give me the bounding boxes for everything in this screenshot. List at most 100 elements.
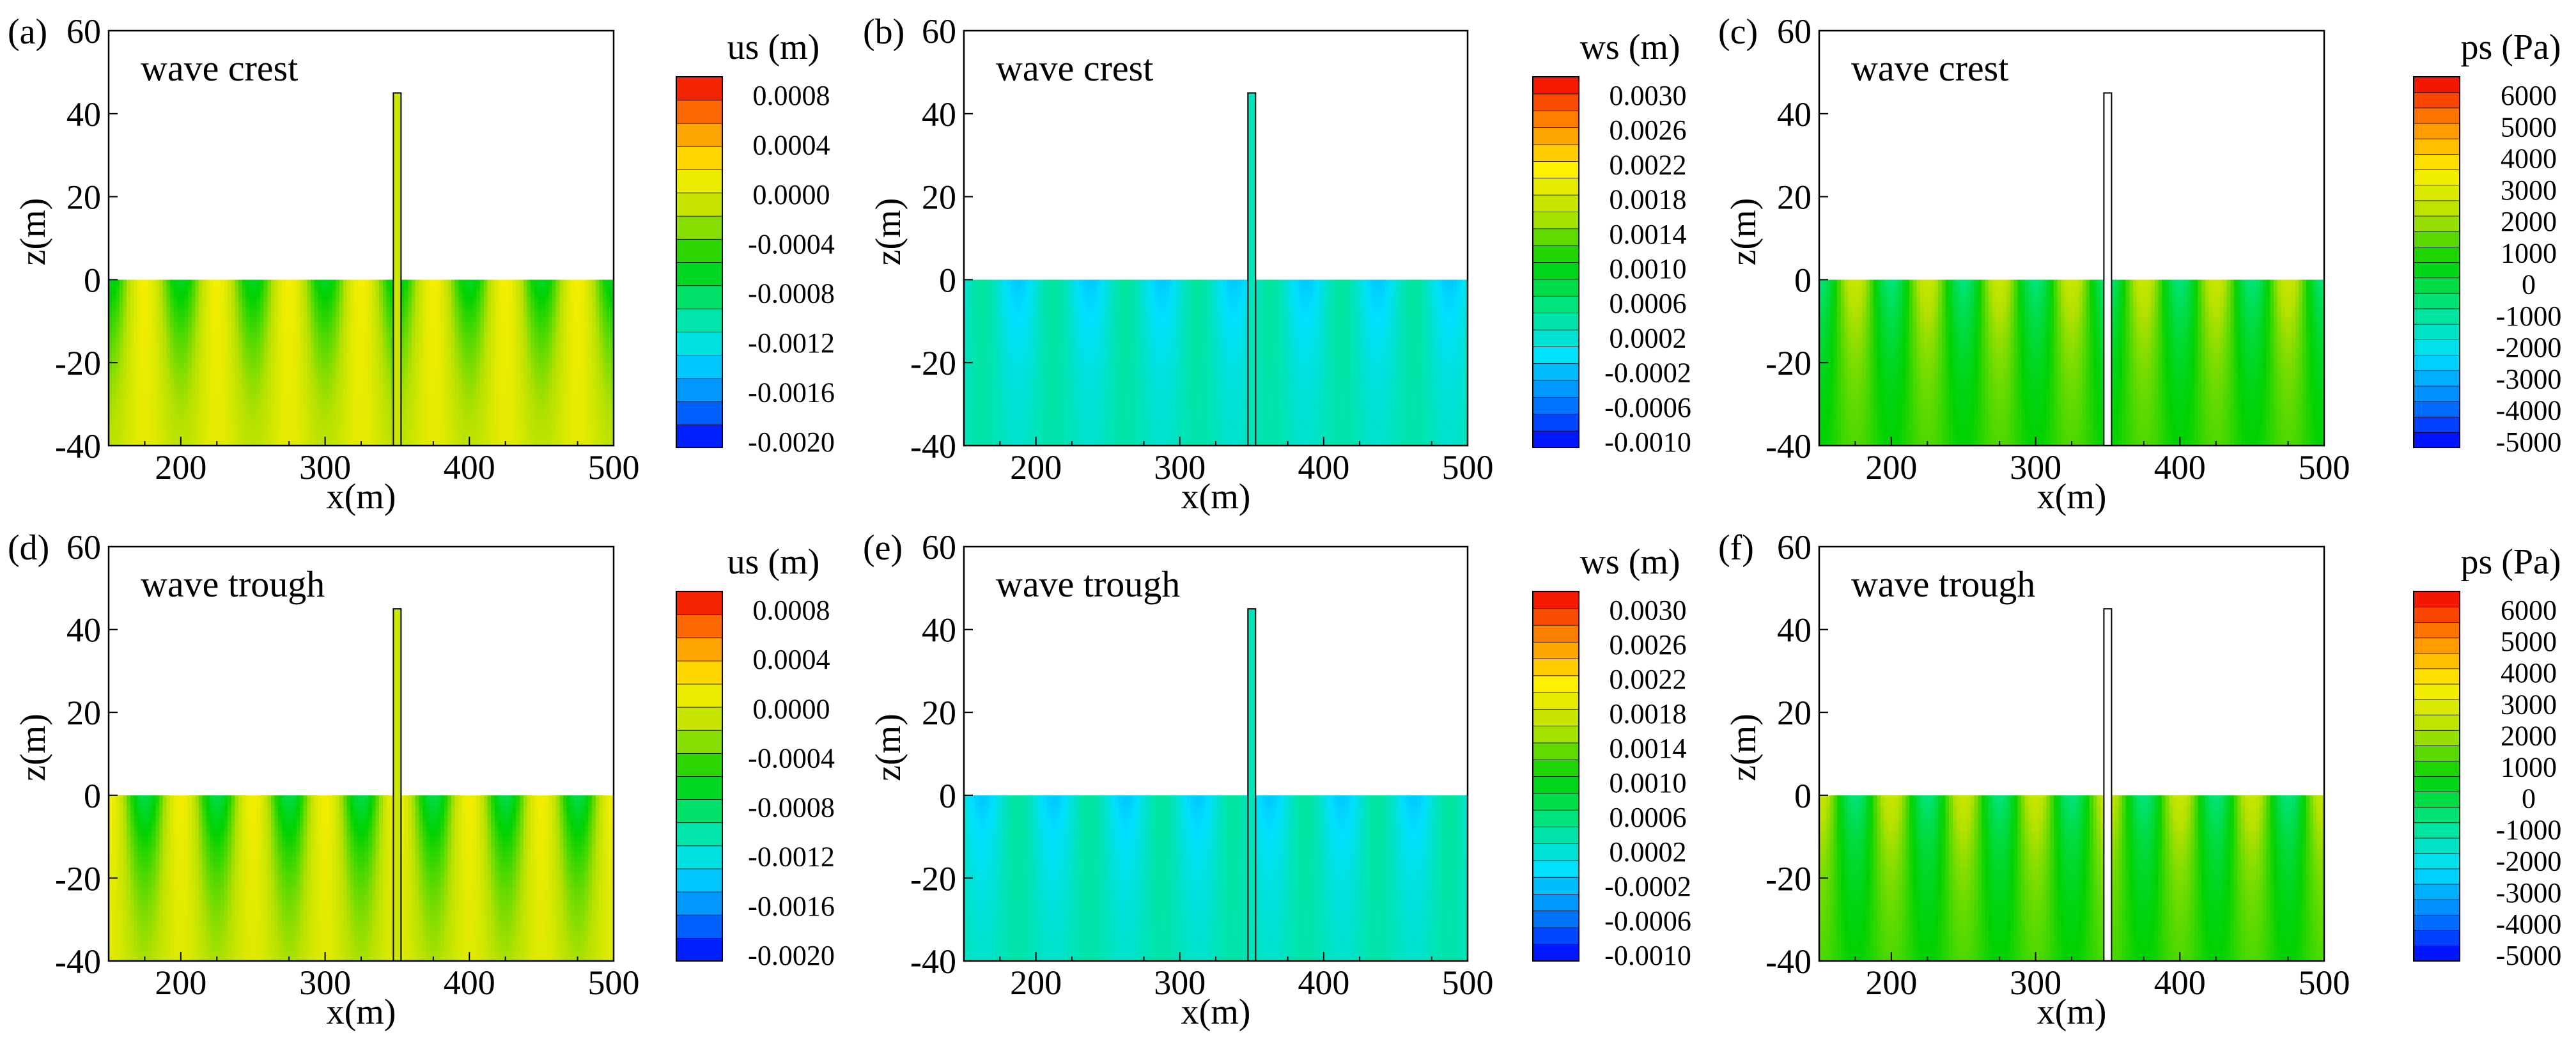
heatmap-cell bbox=[412, 341, 416, 348]
heatmap-cell bbox=[978, 399, 982, 405]
heatmap-cell bbox=[584, 347, 589, 353]
heatmap-cell bbox=[545, 352, 549, 358]
heatmap-cell bbox=[527, 383, 531, 389]
heatmap-cell bbox=[371, 341, 376, 348]
heatmap-cell bbox=[311, 321, 315, 327]
heatmap-cell bbox=[116, 326, 120, 332]
heatmap-cell bbox=[513, 388, 517, 394]
heatmap-cell bbox=[520, 373, 524, 379]
heatmap-cell bbox=[191, 316, 196, 322]
heatmap-cell bbox=[978, 440, 982, 446]
heatmap-cell bbox=[584, 279, 589, 286]
heatmap-cell bbox=[404, 383, 408, 389]
heatmap-cell bbox=[971, 341, 975, 348]
heatmap-cell bbox=[1011, 300, 1015, 306]
heatmap-cell bbox=[454, 383, 459, 389]
heatmap-cell bbox=[238, 336, 243, 343]
heatmap-cell bbox=[123, 290, 127, 296]
heatmap-cell bbox=[346, 399, 351, 405]
heatmap-cell bbox=[513, 440, 517, 446]
heatmap-cell bbox=[974, 300, 979, 306]
heatmap-cell bbox=[252, 440, 257, 446]
heatmap-cell bbox=[487, 414, 492, 420]
heatmap-cell bbox=[311, 373, 315, 379]
heatmap-cell bbox=[610, 399, 614, 405]
heatmap-cell bbox=[220, 331, 225, 338]
heatmap-cell bbox=[570, 430, 575, 436]
heatmap-cell bbox=[430, 290, 434, 296]
heatmap-cell bbox=[426, 368, 430, 373]
heatmap-cell bbox=[292, 425, 297, 431]
heatmap-cell bbox=[430, 404, 434, 410]
heatmap-cell bbox=[577, 414, 582, 420]
colorbar-swatch bbox=[676, 377, 723, 402]
heatmap-cell bbox=[109, 414, 113, 420]
heatmap-cell bbox=[339, 373, 344, 379]
heatmap-cell bbox=[364, 336, 369, 343]
heatmap-cell bbox=[502, 352, 506, 358]
heatmap-cell bbox=[386, 399, 391, 405]
heatmap-cell bbox=[321, 404, 326, 410]
heatmap-cell bbox=[415, 378, 419, 384]
heatmap-cell bbox=[451, 306, 456, 311]
heatmap-cell bbox=[213, 373, 217, 379]
heatmap-cell bbox=[1003, 378, 1008, 384]
heatmap-cell bbox=[245, 306, 250, 311]
heatmap-cell bbox=[491, 383, 495, 389]
heatmap-cell bbox=[454, 316, 459, 322]
heatmap-cell bbox=[592, 347, 596, 353]
heatmap-cell bbox=[274, 336, 279, 343]
heatmap-cell bbox=[1007, 336, 1011, 343]
heatmap-cell bbox=[155, 311, 160, 316]
heatmap-cell bbox=[487, 388, 492, 394]
heatmap-cell bbox=[520, 378, 524, 384]
heatmap-cell bbox=[112, 419, 116, 426]
heatmap-cell bbox=[440, 419, 445, 426]
heatmap-cell bbox=[520, 336, 524, 343]
heatmap-cell bbox=[296, 430, 300, 436]
heatmap-cell bbox=[570, 279, 575, 286]
heatmap-cell bbox=[119, 399, 124, 405]
heatmap-cell bbox=[555, 306, 560, 311]
heatmap-cell bbox=[606, 336, 610, 343]
heatmap-cell bbox=[498, 336, 502, 343]
heatmap-cell bbox=[487, 373, 492, 379]
heatmap-cell bbox=[191, 393, 196, 400]
heatmap-cell bbox=[573, 409, 578, 415]
heatmap-cell bbox=[220, 300, 225, 306]
heatmap-cell bbox=[982, 352, 986, 358]
heatmap-cell bbox=[162, 383, 167, 389]
heatmap-cell bbox=[249, 435, 254, 441]
heatmap-cell bbox=[599, 404, 603, 410]
heatmap-cell bbox=[109, 383, 113, 389]
heatmap-cell bbox=[494, 383, 499, 389]
heatmap-cell bbox=[148, 279, 153, 286]
heatmap-cell bbox=[415, 352, 419, 358]
heatmap-cell bbox=[545, 336, 549, 343]
heatmap-cell bbox=[465, 306, 470, 311]
heatmap-cell bbox=[408, 404, 412, 410]
heatmap-cell bbox=[235, 399, 239, 405]
heatmap-cell bbox=[989, 378, 993, 384]
heatmap-cell bbox=[112, 290, 116, 296]
heatmap-cell bbox=[325, 430, 329, 436]
heatmap-cell bbox=[573, 290, 578, 296]
heatmap-cell bbox=[256, 290, 261, 296]
heatmap-cell bbox=[195, 419, 199, 426]
heatmap-cell bbox=[166, 347, 171, 353]
heatmap-cell bbox=[595, 368, 600, 373]
heatmap-cell bbox=[1011, 290, 1015, 296]
heatmap-cell bbox=[971, 409, 975, 415]
heatmap-cell bbox=[256, 331, 261, 338]
heatmap-cell bbox=[491, 399, 495, 405]
heatmap-cell bbox=[159, 425, 164, 431]
heatmap-cell bbox=[109, 331, 113, 338]
heatmap-cell bbox=[238, 331, 243, 338]
heatmap-cell bbox=[260, 414, 265, 420]
heatmap-cell bbox=[281, 341, 286, 348]
heatmap-cell bbox=[109, 347, 113, 353]
heatmap-cell bbox=[361, 341, 366, 348]
heatmap-cell bbox=[527, 440, 531, 446]
heatmap-cell bbox=[483, 409, 488, 415]
heatmap-cell bbox=[603, 399, 607, 405]
